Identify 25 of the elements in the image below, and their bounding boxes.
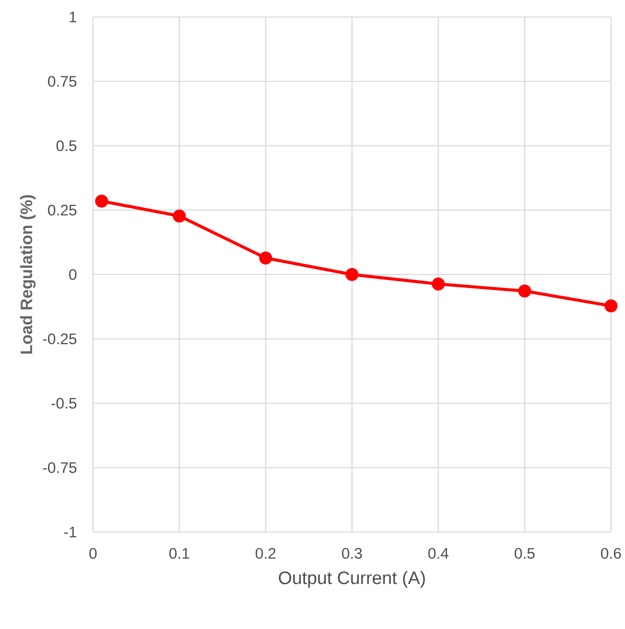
y-tick-label: -0.5 bbox=[51, 398, 76, 409]
y-tick-label: 0 bbox=[69, 269, 76, 280]
point bbox=[259, 252, 272, 265]
x-tick-label: 0 bbox=[89, 548, 97, 559]
y-tick-label: 0.5 bbox=[56, 140, 76, 152]
x-tick-label: 0.5 bbox=[514, 548, 535, 559]
y-tick-label: -1 bbox=[64, 526, 76, 538]
x-tick-label: 0.3 bbox=[342, 548, 362, 559]
y-axis-title: Load Regulation (%) bbox=[20, 195, 36, 354]
x-tick-label: 0.2 bbox=[256, 548, 276, 559]
y-tick-label: 0.75 bbox=[48, 76, 76, 87]
x-tick-label: 0.4 bbox=[428, 548, 448, 559]
y-tick-label: 1 bbox=[70, 12, 76, 22]
x-tick-label: 0.6 bbox=[601, 548, 621, 559]
point bbox=[172, 210, 186, 223]
y-tick-label: -0.25 bbox=[43, 334, 76, 344]
y-tick-label: 0.25 bbox=[48, 204, 76, 216]
point bbox=[604, 299, 618, 312]
x-axis-title: Output Current (A) bbox=[278, 570, 425, 588]
point bbox=[432, 278, 445, 291]
point bbox=[518, 284, 532, 298]
y-tick-label: -0.75 bbox=[43, 462, 76, 474]
point bbox=[345, 268, 358, 281]
x-tick-label: 0.1 bbox=[169, 548, 190, 559]
point bbox=[95, 194, 108, 208]
